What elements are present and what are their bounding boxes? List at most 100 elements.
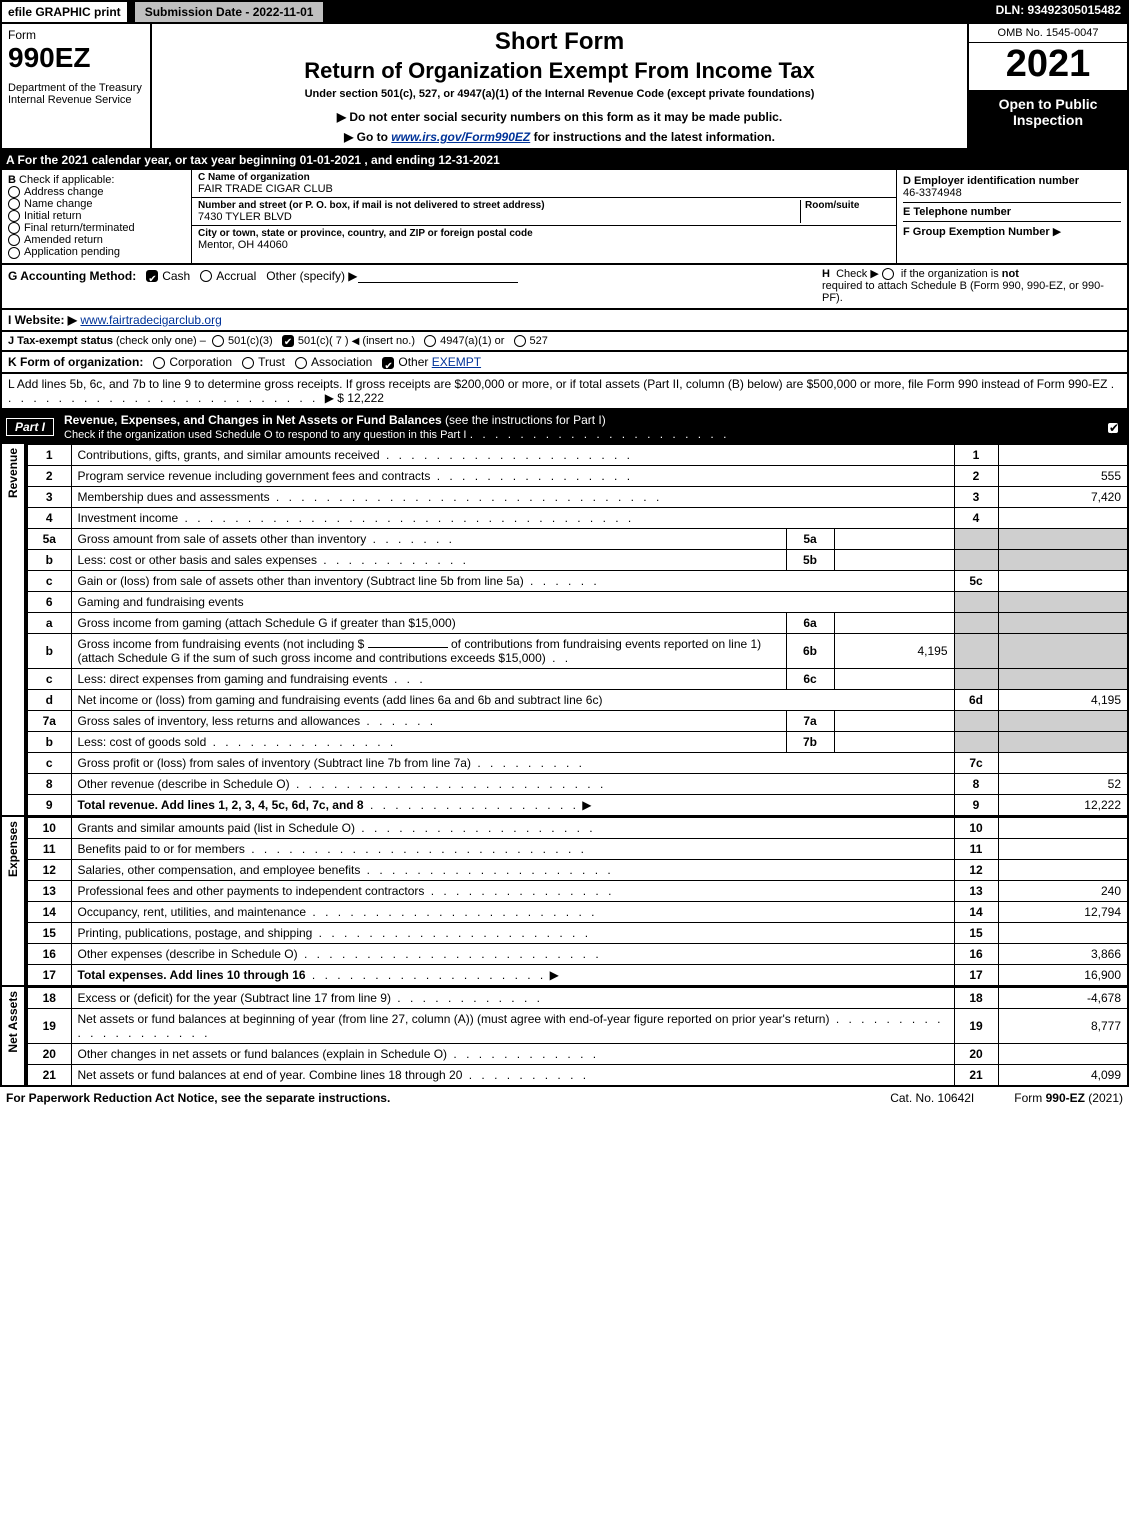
j-o2: 501(c)( 7 ) <box>298 335 349 347</box>
tax-year: 2021 <box>969 43 1127 90</box>
org-name: FAIR TRADE CIGAR CLUB <box>198 183 890 195</box>
b-item-2: Initial return <box>24 210 81 222</box>
b-check-label: Check if applicable: <box>19 174 114 186</box>
h-label: H <box>822 268 830 280</box>
section-k: K Form of organization: Corporation Trus… <box>0 352 1129 374</box>
chk-schedule-b[interactable] <box>882 268 894 280</box>
j-insert: (insert no.) <box>362 335 415 347</box>
g-cash: Cash <box>162 269 190 283</box>
row-1: 1Contributions, gifts, grants, and simil… <box>27 444 1128 465</box>
dots-icon: . . . . . . . . . . . . . . . . . . . . … <box>470 427 730 441</box>
row-7c: cGross profit or (loss) from sales of in… <box>27 752 1128 773</box>
expenses-side-label: Expenses <box>0 817 26 987</box>
section-g: H Check ▶ if the organization is not req… <box>0 265 1129 310</box>
b-item-5: Application pending <box>24 246 120 258</box>
c-city-label: City or town, state or province, country… <box>198 228 890 239</box>
l-amount: $ 12,222 <box>337 391 384 405</box>
row-7a: 7aGross sales of inventory, less returns… <box>27 710 1128 731</box>
section-def: D Employer identification number 46-3374… <box>897 170 1127 263</box>
row-11: 11Benefits paid to or for members . . . … <box>27 838 1128 859</box>
c-street-label: Number and street (or P. O. box, if mail… <box>198 200 800 211</box>
chk-cash[interactable] <box>146 270 158 282</box>
chk-amended-return[interactable] <box>8 234 20 246</box>
efile-label[interactable]: efile GRAPHIC print <box>0 0 129 24</box>
k-other-value[interactable]: EXEMPT <box>432 355 481 369</box>
part-i-label: Part I <box>6 418 54 436</box>
b-item-3: Final return/terminated <box>24 222 135 234</box>
g-other: Other (specify) ▶ <box>266 269 357 283</box>
netassets-table: 18Excess or (deficit) for the year (Subt… <box>26 987 1129 1087</box>
b-item-4: Amended return <box>24 234 103 246</box>
chk-501c3[interactable] <box>212 335 224 347</box>
row-15: 15Printing, publications, postage, and s… <box>27 922 1128 943</box>
chk-application-pending[interactable] <box>8 247 20 259</box>
chk-4947[interactable] <box>424 335 436 347</box>
row-6c: cLess: direct expenses from gaming and f… <box>27 668 1128 689</box>
row-19: 19Net assets or fund balances at beginni… <box>27 1008 1128 1043</box>
chk-name-change[interactable] <box>8 198 20 210</box>
row-16: 16Other expenses (describe in Schedule O… <box>27 943 1128 964</box>
k-o3: Association <box>311 355 372 369</box>
i-label: I Website: ▶ <box>8 313 77 327</box>
top-bar: efile GRAPHIC print Submission Date - 20… <box>0 0 1129 24</box>
section-j: J Tax-exempt status (check only one) – 5… <box>0 332 1129 352</box>
info-grid: B Check if applicable: Address change Na… <box>0 170 1129 265</box>
row-9: 9Total revenue. Add lines 1, 2, 3, 4, 5c… <box>27 794 1128 816</box>
b-label: B <box>8 174 16 186</box>
expenses-section: Expenses 10Grants and similar amounts pa… <box>0 817 1129 987</box>
inspection-badge: Open to Public Inspection <box>969 90 1127 148</box>
footer-cat: Cat. No. 10642I <box>890 1091 974 1105</box>
row-5a: 5aGross amount from sale of assets other… <box>27 528 1128 549</box>
revenue-table: 1Contributions, gifts, grants, and simil… <box>26 444 1129 817</box>
j-o1: 501(c)(3) <box>228 335 273 347</box>
row-5b: bLess: cost or other basis and sales exp… <box>27 549 1128 570</box>
chk-corp[interactable] <box>153 357 165 369</box>
chk-accrual[interactable] <box>200 270 212 282</box>
chk-527[interactable] <box>514 335 526 347</box>
chk-initial-return[interactable] <box>8 210 20 222</box>
omb-number: OMB No. 1545-0047 <box>969 24 1127 43</box>
section-h: H Check ▶ if the organization is not req… <box>816 267 1121 304</box>
d-label: D Employer identification number <box>903 175 1121 187</box>
form-title-block: Short Form Return of Organization Exempt… <box>152 24 967 148</box>
website-link[interactable]: www.fairtradecigarclub.org <box>80 313 221 327</box>
main-title: Return of Organization Exempt From Incom… <box>160 58 959 84</box>
chk-trust[interactable] <box>242 357 254 369</box>
row-18: 18Excess or (deficit) for the year (Subt… <box>27 987 1128 1008</box>
g-label: G Accounting Method: <box>8 269 136 283</box>
f-arrow-icon: ▶ <box>1053 226 1061 238</box>
k-o4: Other <box>398 355 428 369</box>
org-street: 7430 TYLER BLVD <box>198 211 800 223</box>
c-name-label: C Name of organization <box>198 172 890 183</box>
chk-final-return[interactable] <box>8 222 20 234</box>
form-word: Form <box>8 28 144 42</box>
form-number: 990EZ <box>8 42 144 74</box>
h-not: not <box>1002 268 1019 280</box>
row-10: 10Grants and similar amounts paid (list … <box>27 817 1128 838</box>
k-label: K Form of organization: <box>8 355 143 369</box>
row-12: 12Salaries, other compensation, and empl… <box>27 859 1128 880</box>
c-room-label: Room/suite <box>805 200 890 211</box>
row-20: 20Other changes in net assets or fund ba… <box>27 1043 1128 1064</box>
chk-schedule-o[interactable]: ✔ <box>1107 422 1119 434</box>
k-o2: Trust <box>258 355 285 369</box>
netassets-section: Net Assets 18Excess or (deficit) for the… <box>0 987 1129 1087</box>
revenue-side-label: Revenue <box>0 444 26 817</box>
chk-assoc[interactable] <box>295 357 307 369</box>
j-label: J Tax-exempt status <box>8 335 113 347</box>
j-o4: 527 <box>530 335 548 347</box>
g-other-blank[interactable] <box>358 271 518 283</box>
dln-label: DLN: 93492305015482 <box>988 0 1129 24</box>
section-b: B Check if applicable: Address change Na… <box>2 170 192 263</box>
row-5c: cGain or (loss) from sale of assets othe… <box>27 570 1128 591</box>
footer-right: Form 990-EZ (2021) <box>1014 1091 1123 1105</box>
revenue-section: Revenue 1Contributions, gifts, grants, a… <box>0 444 1129 817</box>
chk-address-change[interactable] <box>8 186 20 198</box>
row-3: 3Membership dues and assessments . . . .… <box>27 486 1128 507</box>
netassets-side-label: Net Assets <box>0 987 26 1087</box>
chk-other-org[interactable] <box>382 357 394 369</box>
chk-501c[interactable] <box>282 335 294 347</box>
b-item-0: Address change <box>24 186 104 198</box>
irs-link[interactable]: www.irs.gov/Form990EZ <box>391 130 530 144</box>
row-2: 2Program service revenue including gover… <box>27 465 1128 486</box>
